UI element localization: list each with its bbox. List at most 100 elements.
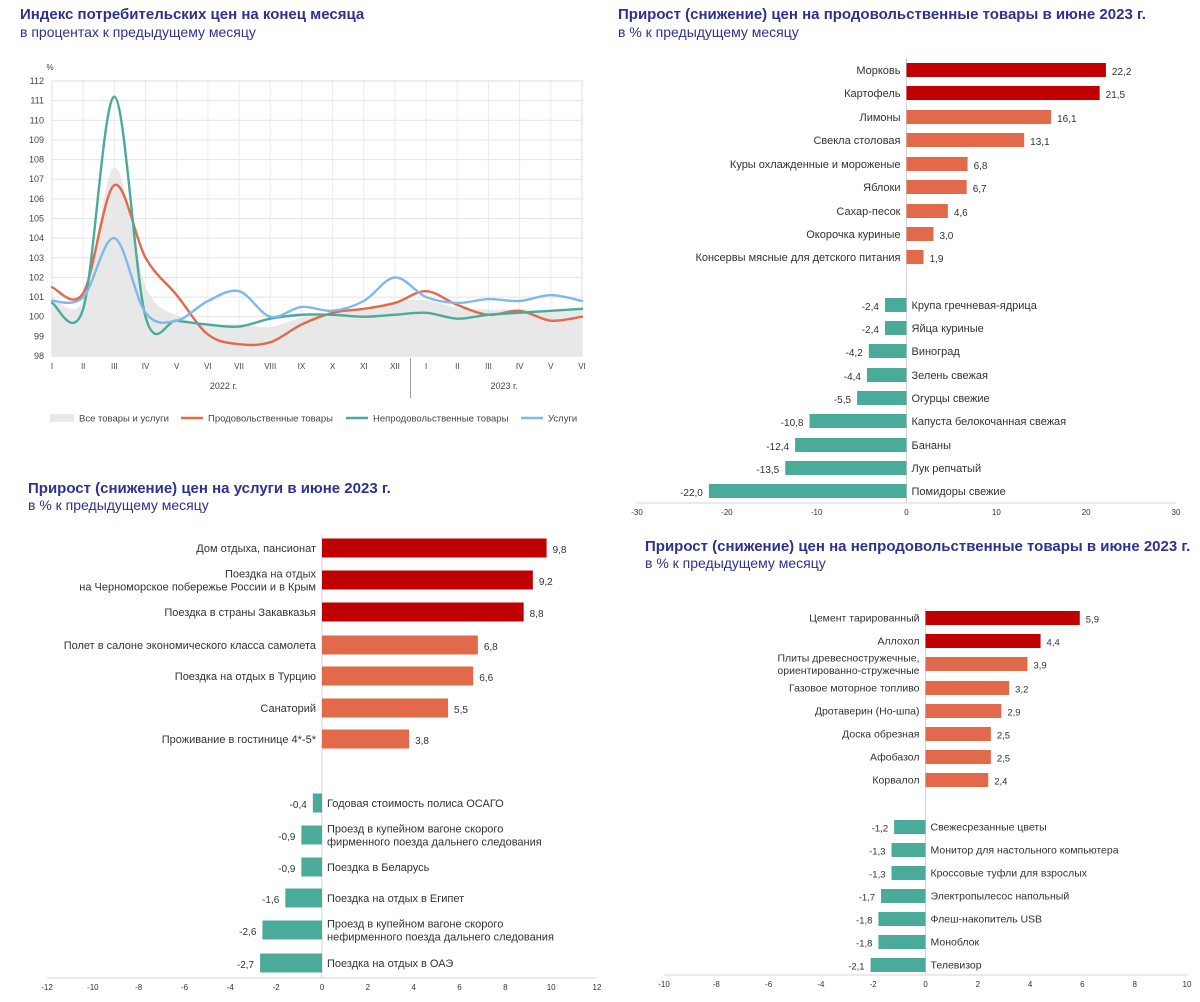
services-bar-label: Поездка на отдых в Турцию	[175, 671, 316, 683]
services-xtick-label: -10	[87, 983, 99, 992]
services-bar-label: Проезд в купейном вагоне скорого фирменно…	[327, 823, 542, 848]
cpi-ytick-label: 106	[29, 194, 44, 204]
nonfood-value-label: 4,4	[1047, 638, 1060, 649]
cpi-year-label-2023: 2023 г.	[490, 381, 517, 391]
food-bar	[906, 157, 968, 171]
services-xtick-label: 8	[503, 983, 508, 992]
services-xtick-label: 6	[457, 983, 462, 992]
cpi-xtick-label: VIII	[264, 362, 276, 371]
food-bar-label: Зелень свежая	[912, 370, 988, 382]
services-value-label: -2,6	[239, 927, 257, 938]
food-bar	[809, 414, 907, 428]
nonfood-bar	[878, 912, 926, 926]
services-xtick-label: -4	[227, 983, 235, 992]
food-bar	[906, 63, 1106, 77]
food-xtick-label: -30	[631, 508, 643, 517]
nonfood-xtick-label: 6	[1080, 980, 1085, 989]
nonfood-bar	[891, 866, 926, 880]
cpi-legend-label: Все товары и услуги	[79, 414, 169, 425]
nonfood-bar-label: Свежесрезанные цветы	[931, 822, 1047, 834]
nonfood-value-label: 3,2	[1015, 685, 1028, 696]
food-bar-label: Бананы	[912, 440, 952, 452]
food-subtitle: в % к предыдущему месяцу	[618, 24, 799, 40]
food-value-label: 21,5	[1106, 90, 1126, 101]
services-value-label: -2,7	[237, 960, 255, 971]
food-bar	[906, 227, 934, 241]
cpi-ytick-label: 101	[29, 292, 44, 302]
cpi-xtick-label: IV	[516, 362, 524, 371]
food-title: Прирост (снижение) цен на продовольствен…	[618, 6, 1146, 23]
nonfood-xtick-label: -6	[765, 980, 773, 989]
nonfood-value-label: -1,2	[872, 824, 888, 835]
food-bar-label: Сахар-песок	[836, 206, 900, 218]
food-value-label: -13,5	[756, 465, 779, 476]
cpi-ytick-label: 111	[30, 96, 44, 106]
cpi-ytick-label: 100	[29, 312, 44, 322]
cpi-ytick-label: 109	[29, 135, 44, 145]
services-xtick-label: 0	[320, 983, 325, 992]
nonfood-value-label: 2,4	[994, 777, 1007, 788]
food-bar	[906, 180, 967, 194]
cpi-ytick-label: 102	[29, 272, 44, 282]
services-value-label: -1,6	[262, 895, 280, 906]
services-bar	[262, 920, 322, 940]
food-bar	[708, 484, 907, 498]
nonfood-xtick-label: 0	[923, 980, 928, 989]
nonfood-title: Прирост (снижение) цен на непродовольств…	[645, 538, 1191, 555]
food-bar-label: Капуста белокочанная свежая	[912, 416, 1067, 428]
food-value-label: -2,4	[862, 325, 880, 336]
nonfood-bar	[891, 843, 926, 857]
nonfood-bar-label: Моноблок	[931, 937, 980, 949]
services-subtitle: в % к предыдущему месяцу	[28, 497, 209, 513]
nonfood-subtitle: в % к предыдущему месяцу	[645, 555, 826, 571]
nonfood-value-label: 2,5	[997, 731, 1010, 742]
cpi-xtick-label: I	[425, 362, 427, 371]
nonfood-bar	[925, 611, 1080, 625]
food-bar-label: Виноград	[912, 346, 961, 358]
cpi-xtick-label: X	[330, 362, 336, 371]
services-bar	[301, 857, 322, 877]
services-bar-label: Поездка в Беларусь	[327, 862, 430, 874]
nonfood-value-label: -1,3	[869, 847, 885, 858]
services-xtick-label: -8	[135, 983, 143, 992]
cpi-ytick-label: 104	[29, 233, 44, 243]
nonfood-bar-label: Доска обрезная	[842, 729, 919, 741]
food-bar-label: Яблоки	[863, 182, 900, 194]
cpi-xtick-label: II	[455, 362, 459, 371]
food-xtick-label: 10	[992, 508, 1001, 517]
cpi-ytick-label: 105	[29, 214, 44, 224]
cpi-ytick-label: 99	[34, 331, 44, 341]
services-bar	[312, 793, 322, 813]
services-value-label: 5,5	[454, 705, 468, 716]
food-value-label: 1,9	[930, 254, 944, 265]
cpi-xtick-label: VII	[234, 362, 244, 371]
cpi-xtick-label: II	[81, 362, 85, 371]
food-bar	[857, 391, 907, 405]
cpi-xtick-label: IX	[298, 362, 306, 371]
nonfood-bar-label: Дротаверин (Но-шпа)	[815, 706, 920, 718]
nonfood-bar	[925, 657, 1028, 671]
nonfood-bar-label: Газовое моторное топливо	[789, 683, 920, 695]
cpi-series-line-3	[50, 236, 584, 324]
food-bar-label: Картофель	[844, 88, 901, 100]
nonfood-value-label: 2,9	[1007, 708, 1020, 719]
nonfood-xtick-label: 8	[1132, 980, 1137, 989]
nonfood-value-label: -2,1	[848, 962, 864, 973]
services-value-label: 6,8	[484, 642, 498, 653]
cpi-ytick-label: 103	[29, 253, 44, 263]
services-xtick-label: -2	[273, 983, 281, 992]
services-value-label: 8,8	[530, 609, 544, 620]
nonfood-xtick-label: 2	[976, 980, 981, 989]
food-bar-label: Крупа гречневая-ядрица	[912, 300, 1038, 312]
cpi-xtick-label: III	[485, 362, 492, 371]
cpi-title: Индекс потребительских цен на конец меся…	[20, 6, 365, 23]
cpi-xtick-label: VI	[578, 362, 586, 371]
food-value-label: 16,1	[1057, 114, 1077, 125]
services-value-label: -0,9	[278, 864, 296, 875]
food-bar-label: Лук репчатый	[912, 463, 982, 475]
food-bar	[906, 250, 924, 264]
cpi-xtick-label: V	[174, 362, 180, 371]
nonfood-bar	[894, 820, 926, 834]
services-bar	[322, 635, 478, 655]
